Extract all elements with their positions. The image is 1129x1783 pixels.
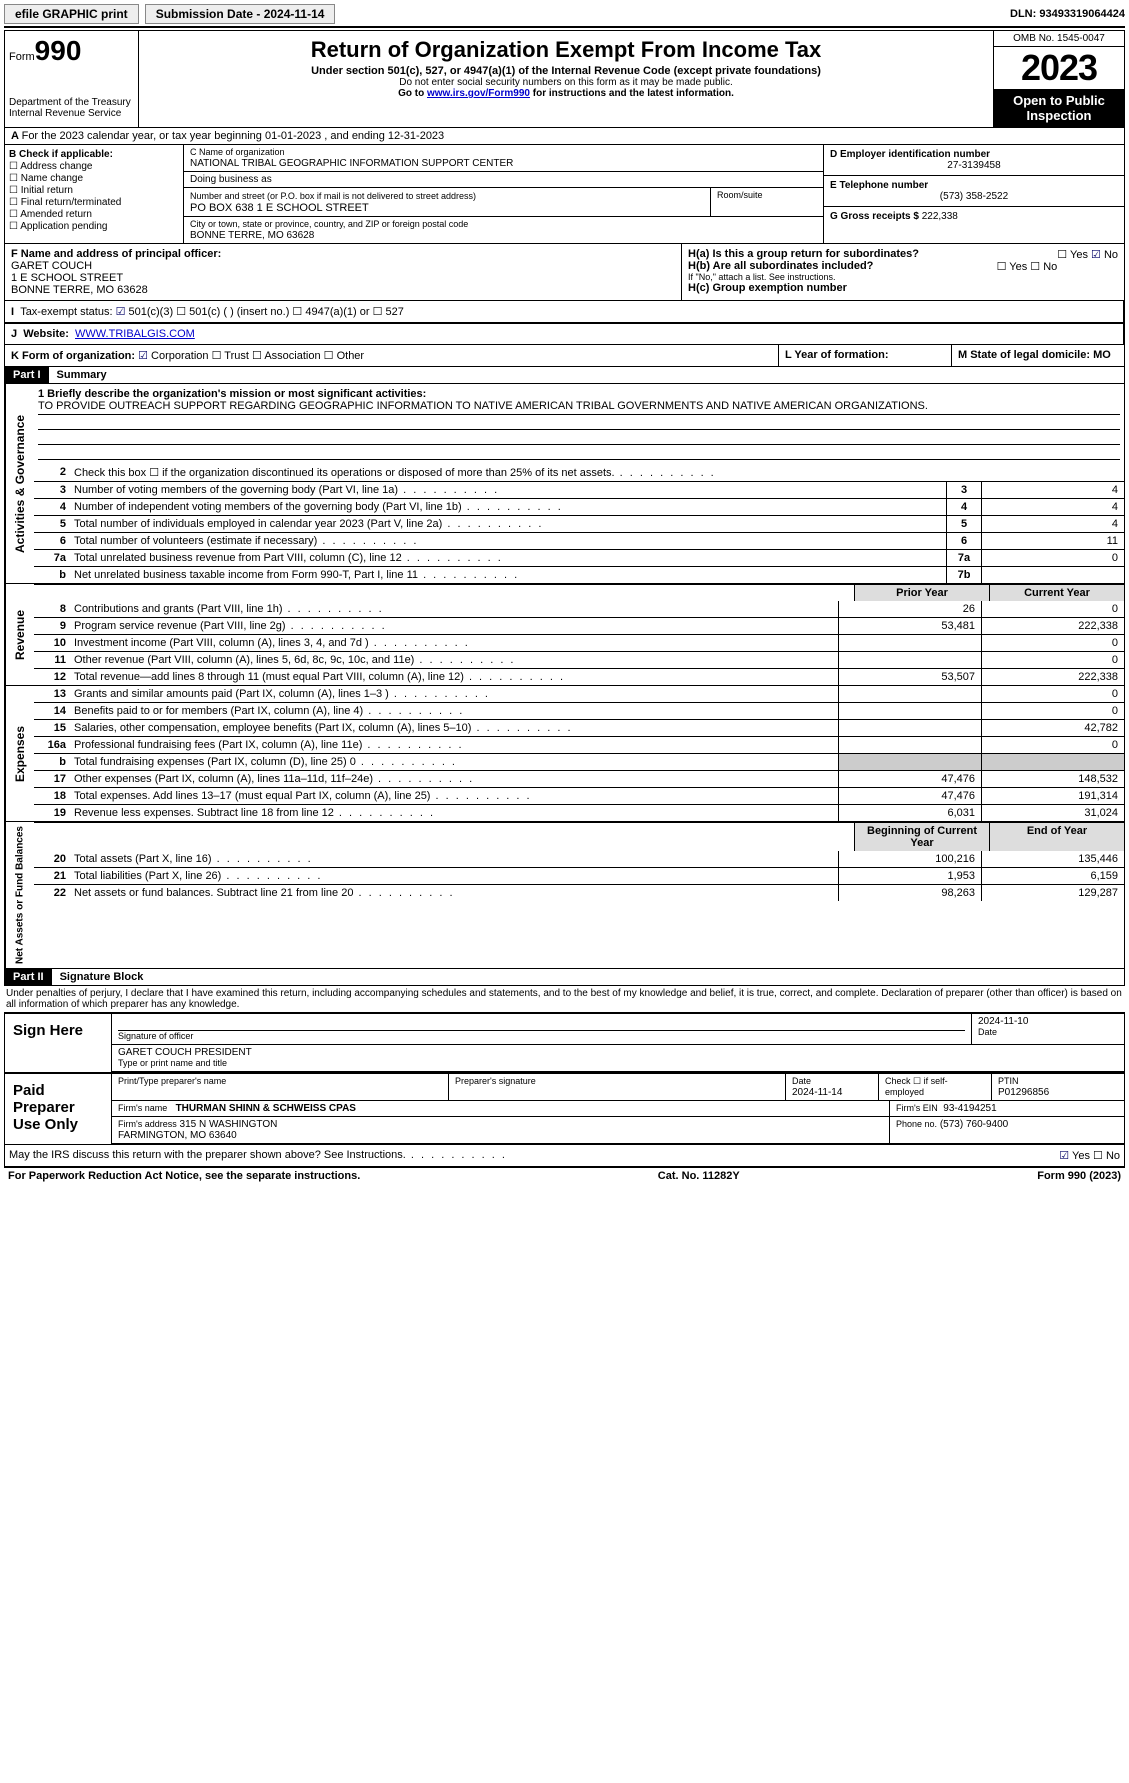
section-expenses: Expenses [5, 686, 34, 821]
summary-line: 3Number of voting members of the governi… [34, 481, 1124, 498]
section-net-assets: Net Assets or Fund Balances [5, 822, 34, 968]
sign-here-block: Sign Here Signature of officer 2024-11-1… [4, 1012, 1125, 1073]
officer-sig-name: GARET COUCH PRESIDENT [118, 1047, 252, 1058]
h-c: H(c) Group exemption number [688, 282, 1118, 294]
chk-address-change[interactable]: Address change [9, 161, 179, 172]
ssn-note: Do not enter social security numbers on … [143, 77, 989, 88]
tax-year: 2023 [994, 47, 1124, 89]
summary-line: 9Program service revenue (Part VIII, lin… [34, 617, 1124, 634]
box-b: B Check if applicable: Address change Na… [5, 145, 184, 243]
top-bar: efile GRAPHIC print Submission Date - 20… [4, 4, 1125, 28]
part1-hdr: Part I [5, 367, 49, 383]
box-e-phone: E Telephone number(573) 358-2522 [824, 176, 1124, 207]
dba: Doing business as [184, 172, 823, 188]
form-number: Form990 [9, 35, 134, 67]
website-link[interactable]: WWW.TRIBALGIS.COM [75, 328, 195, 340]
efile-button[interactable]: efile GRAPHIC print [4, 4, 139, 24]
year-formation: L Year of formation: [779, 345, 952, 366]
hdr-current-year: Current Year [989, 585, 1124, 601]
hdr-end-year: End of Year [989, 823, 1124, 851]
summary-line: 11Other revenue (Part VIII, column (A), … [34, 651, 1124, 668]
box-d-ein: D Employer identification number27-31394… [824, 145, 1124, 176]
row-f-h: F Name and address of principal officer:… [4, 244, 1125, 301]
chk-discuss-no[interactable]: No [1093, 1150, 1120, 1162]
summary-line: bNet unrelated business taxable income f… [34, 566, 1124, 583]
summary-line: 2Check this box ☐ if the organization di… [34, 464, 1124, 481]
mission-text: TO PROVIDE OUTREACH SUPPORT REGARDING GE… [38, 400, 1120, 415]
state-domicile: M State of legal domicile: MO [952, 345, 1124, 366]
summary-line: 8Contributions and grants (Part VIII, li… [34, 601, 1124, 617]
submission-date: Submission Date - 2024-11-14 [145, 4, 336, 24]
section-revenue: Revenue [5, 584, 34, 685]
chk-amended[interactable]: Amended return [9, 209, 179, 220]
chk-501c3[interactable]: 501(c)(3) [116, 306, 174, 318]
chk-pending[interactable]: Application pending [9, 221, 179, 232]
summary-line: 13Grants and similar amounts paid (Part … [34, 686, 1124, 702]
summary-line: 14Benefits paid to or for members (Part … [34, 702, 1124, 719]
summary-line: 12Total revenue—add lines 8 through 11 (… [34, 668, 1124, 685]
summary-line: 22Net assets or fund balances. Subtract … [34, 884, 1124, 901]
h-b: H(b) Are all subordinates included? Yes … [688, 260, 1118, 272]
sign-date: 2024-11-10 [978, 1016, 1028, 1027]
chk-final-return[interactable]: Final return/terminated [9, 197, 179, 208]
chk-initial-return[interactable]: Initial return [9, 185, 179, 196]
dept: Department of the Treasury Internal Reve… [9, 97, 134, 119]
declaration: Under penalties of perjury, I declare th… [4, 986, 1125, 1012]
chk-discuss-yes[interactable]: Yes [1059, 1150, 1090, 1162]
irs-link[interactable]: www.irs.gov/Form990 [427, 88, 530, 99]
ptin: P01296856 [998, 1087, 1049, 1098]
officer-name: GARET COUCH [11, 260, 92, 272]
summary-line: 17Other expenses (Part IX, column (A), l… [34, 770, 1124, 787]
form-subtitle: Under section 501(c), 527, or 4947(a)(1)… [143, 65, 989, 77]
summary-line: 16aProfessional fundraising fees (Part I… [34, 736, 1124, 753]
goto-note: Go to www.irs.gov/Form990 for instructio… [143, 88, 989, 99]
summary-line: 20Total assets (Part X, line 16)100,2161… [34, 851, 1124, 867]
part2-title: Signature Block [52, 969, 152, 985]
summary-line: 7aTotal unrelated business revenue from … [34, 549, 1124, 566]
footer: For Paperwork Reduction Act Notice, see … [4, 1167, 1125, 1184]
row-a-period: A For the 2023 calendar year, or tax yea… [4, 128, 1125, 145]
h-a: H(a) Is this a group return for subordin… [688, 248, 1118, 260]
firm-phone: (573) 760-9400 [940, 1119, 1008, 1130]
firm-name: THURMAN SHINN & SCHWEISS CPAS [176, 1103, 356, 1114]
street: PO BOX 638 1 E SCHOOL STREET [190, 202, 369, 214]
open-inspection: Open to Public Inspection [994, 89, 1124, 127]
hdr-prior-year: Prior Year [854, 585, 989, 601]
form-header: Form990 Department of the Treasury Inter… [4, 30, 1125, 128]
firm-ein: 93-4194251 [943, 1103, 996, 1114]
chk-name-change[interactable]: Name change [9, 173, 179, 184]
summary-line: 6Total number of volunteers (estimate if… [34, 532, 1124, 549]
part1-title: Summary [49, 367, 115, 383]
room-suite: Room/suite [711, 188, 823, 216]
summary-line: 19Revenue less expenses. Subtract line 1… [34, 804, 1124, 821]
hdr-begin-year: Beginning of Current Year [854, 823, 989, 851]
summary-line: 21Total liabilities (Part X, line 26)1,9… [34, 867, 1124, 884]
dln: DLN: 93493319064424 [1010, 8, 1125, 20]
summary-line: 4Number of independent voting members of… [34, 498, 1124, 515]
summary-line: 18Total expenses. Add lines 13–17 (must … [34, 787, 1124, 804]
summary-line: bTotal fundraising expenses (Part IX, co… [34, 753, 1124, 770]
omb-number: OMB No. 1545-0047 [994, 31, 1124, 47]
summary-line: 15Salaries, other compensation, employee… [34, 719, 1124, 736]
paid-preparer-block: Paid Preparer Use Only Print/Type prepar… [4, 1073, 1125, 1145]
part2-hdr: Part II [5, 969, 52, 985]
chk-corp[interactable]: Corporation [138, 350, 208, 362]
city: BONNE TERRE, MO 63628 [190, 230, 314, 241]
form-title: Return of Organization Exempt From Incom… [143, 37, 989, 63]
entity-grid: B Check if applicable: Address change Na… [4, 145, 1125, 244]
box-g-receipts: G Gross receipts $ 222,338 [824, 207, 1124, 226]
summary-line: 5Total number of individuals employed in… [34, 515, 1124, 532]
irs-discuss-row: May the IRS discuss this return with the… [4, 1145, 1125, 1167]
summary-line: 10Investment income (Part VIII, column (… [34, 634, 1124, 651]
org-name: NATIONAL TRIBAL GEOGRAPHIC INFORMATION S… [190, 158, 513, 169]
box-c: C Name of organization NATIONAL TRIBAL G… [184, 145, 823, 243]
section-governance: Activities & Governance [5, 384, 34, 583]
